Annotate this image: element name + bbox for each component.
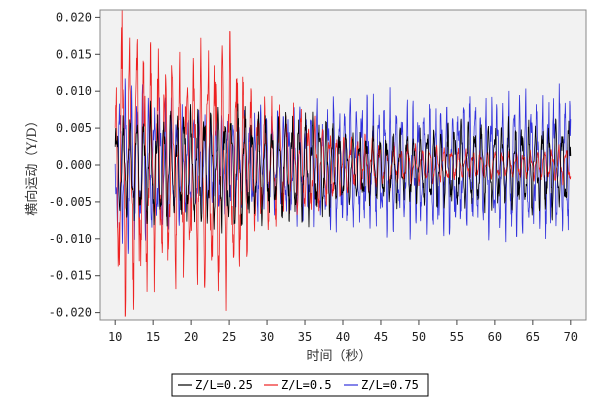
legend-entry: Z/L=0.75 [361,378,419,392]
y-tick-label: -0.005 [49,195,92,209]
axis-layer: 10 15 20 25 30 35 40 45 50 55 60 65 70 0.020 0.015 0.01… [49,10,578,344]
x-tick-label: 30 [260,330,274,344]
y-tick-label: 0.015 [56,47,92,61]
legend-entry: Z/L=0.5 [281,378,332,392]
x-tick-label: 60 [488,330,502,344]
x-tick-label: 50 [412,330,426,344]
x-tick-label: 45 [374,330,388,344]
x-tick-label: 65 [526,330,540,344]
y-axis-title: 横向运动（Y/D） [24,114,40,215]
x-tick-label: 70 [564,330,578,344]
legend-entry: Z/L=0.25 [195,378,253,392]
x-tick-label: 15 [146,330,160,344]
x-tick-label: 35 [298,330,312,344]
y-tick-label: 0.020 [56,10,92,24]
x-axis-title: 时间（秒） [306,349,371,364]
y-tick-label: 0.000 [56,158,92,172]
x-tick-label: 40 [336,330,350,344]
x-tick-label: 10 [108,330,122,344]
legend: Z/L=0.25 Z/L=0.5 Z/L=0.75 [171,373,429,397]
x-tick-label: 20 [184,330,198,344]
y-tick-label: -0.015 [49,269,92,283]
series-line-2 [114,10,572,317]
x-tick-label: 55 [450,330,464,344]
y-tick-label: 0.010 [56,84,92,98]
legend-box [171,373,429,397]
y-tick-label: -0.020 [49,306,92,320]
y-tick-label: 0.005 [56,121,92,135]
x-tick-label: 25 [222,330,236,344]
series-layer [114,10,572,317]
y-tick-label: -0.010 [49,232,92,246]
series-line-1 [114,100,572,234]
